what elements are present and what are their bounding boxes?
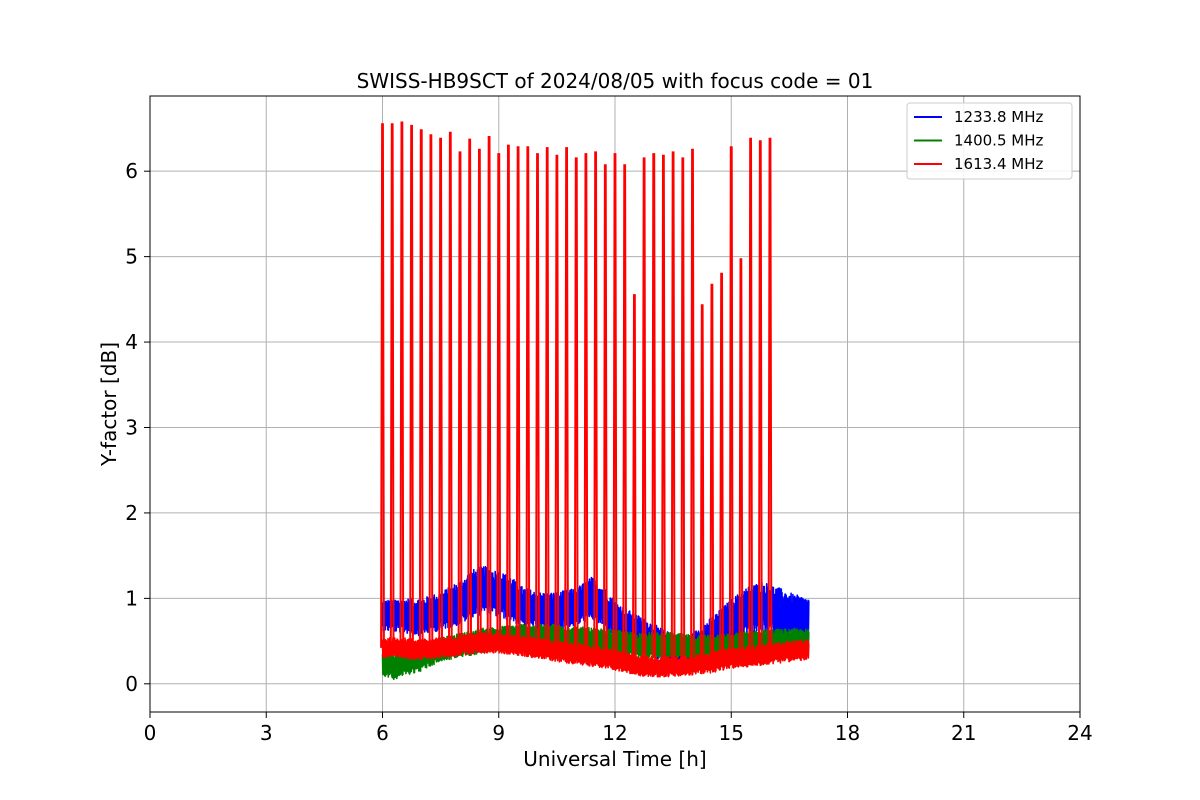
- series-spike: [641, 157, 647, 666]
- series-spike: [438, 137, 443, 648]
- series-spike: [699, 304, 705, 664]
- series-spike: [632, 294, 637, 666]
- series-line: [381, 631, 810, 678]
- legend-entry: 1613.4 MHz: [954, 155, 1043, 173]
- y-axis-ticks: 0 1 2 3 4 5 6: [125, 159, 150, 696]
- series-spike: [389, 123, 395, 648]
- series-spike: [583, 153, 589, 656]
- y-tick-label: 0: [125, 672, 138, 696]
- series-spike: [409, 124, 414, 649]
- series-spike: [399, 121, 405, 648]
- x-tick-label: 3: [260, 721, 273, 745]
- series-spike: [564, 147, 569, 653]
- legend-entry: 1233.8 MHz: [954, 108, 1043, 126]
- series-spike: [428, 134, 434, 649]
- series-spike: [690, 148, 695, 666]
- series-spike: [709, 283, 715, 663]
- series-spike: [554, 154, 560, 652]
- series-spike: [477, 148, 482, 643]
- series-spike: [767, 137, 773, 654]
- series-spike: [418, 129, 424, 650]
- series-1233-8-mhz: [381, 565, 810, 672]
- x-axis-ticks: 0 3 6 9 12 15 18 21 24: [144, 712, 1093, 745]
- x-axis-label: Universal Time [h]: [523, 747, 706, 771]
- series-spike: [457, 151, 463, 646]
- legend: 1233.8 MHz 1400.5 MHz 1613.4 MHz: [906, 102, 1073, 180]
- series-spike: [728, 146, 734, 659]
- x-tick-label: 18: [835, 721, 860, 745]
- series-spike: [603, 164, 608, 659]
- series-spike: [515, 146, 521, 646]
- series-spike: [448, 131, 453, 647]
- x-tick-label: 6: [376, 721, 389, 745]
- series-layer: [380, 121, 810, 681]
- series-spike: [593, 151, 598, 657]
- series-spike: [496, 153, 502, 643]
- series-spike: [535, 153, 540, 648]
- series-line: [381, 565, 810, 672]
- y-axis-label: Y-factor [dB]: [97, 342, 121, 467]
- y-tick-label: 5: [125, 245, 138, 269]
- legend-box: [906, 102, 1073, 180]
- x-tick-label: 15: [719, 721, 744, 745]
- series-1613-4-mhz: [380, 121, 810, 678]
- series-spike: [612, 153, 618, 660]
- series-spike: [670, 151, 676, 667]
- y-tick-label: 2: [125, 501, 138, 525]
- x-tick-label: 21: [951, 721, 976, 745]
- x-tick-label: 24: [1067, 721, 1092, 745]
- y-tick-label: 1: [125, 586, 138, 610]
- series-spike: [719, 272, 724, 661]
- series-spike: [661, 154, 666, 667]
- series-spike: [748, 137, 753, 657]
- y-tick-label: 6: [125, 159, 138, 183]
- series-spike: [573, 157, 579, 654]
- series-spike: [544, 147, 550, 650]
- series-spike: [758, 140, 763, 656]
- y-tick-label: 3: [125, 415, 138, 439]
- series-spike: [486, 136, 492, 643]
- chart-title: SWISS-HB9SCT of 2024/08/05 with focus co…: [357, 69, 874, 93]
- series-spike: [467, 138, 472, 645]
- series-spike: [506, 144, 511, 645]
- x-tick-label: 9: [492, 721, 505, 745]
- series-spike: [680, 157, 686, 666]
- series-spike: [622, 164, 627, 663]
- y-tick-label: 4: [125, 330, 138, 354]
- series-spike: [651, 153, 657, 667]
- x-tick-label: 12: [602, 721, 627, 745]
- series-spike: [738, 258, 744, 658]
- legend-entry: 1400.5 MHz: [954, 132, 1043, 150]
- x-tick-label: 0: [144, 721, 157, 745]
- series-spike: [525, 146, 531, 647]
- series-spike: [380, 123, 385, 648]
